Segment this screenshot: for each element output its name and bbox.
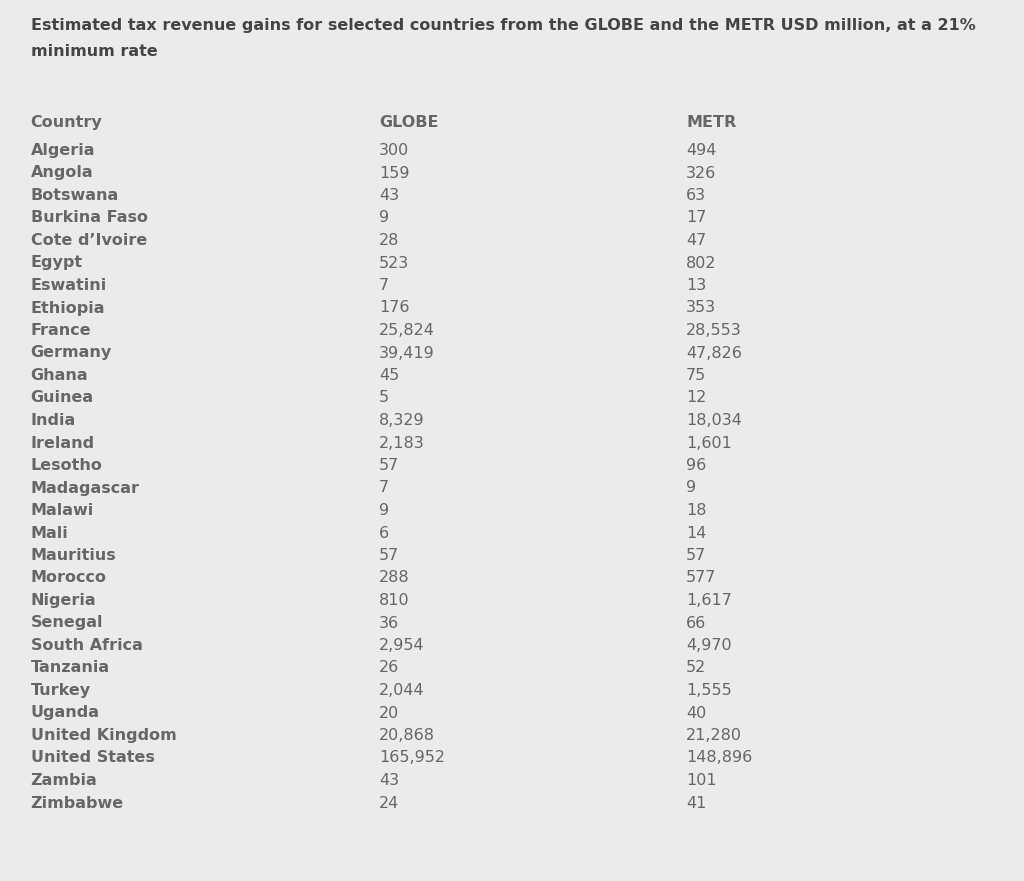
Text: Germany: Germany <box>31 345 112 360</box>
Text: Cote d’Ivoire: Cote d’Ivoire <box>31 233 147 248</box>
Text: 96: 96 <box>686 458 707 473</box>
Text: 57: 57 <box>379 458 399 473</box>
Text: Ghana: Ghana <box>31 368 88 383</box>
Text: Uganda: Uganda <box>31 706 99 721</box>
Text: 12: 12 <box>686 390 707 405</box>
Text: 2,044: 2,044 <box>379 683 425 698</box>
Text: South Africa: South Africa <box>31 638 142 653</box>
Text: 802: 802 <box>686 255 717 270</box>
Text: 20: 20 <box>379 706 399 721</box>
Text: 2,954: 2,954 <box>379 638 425 653</box>
Text: 43: 43 <box>379 188 399 203</box>
Text: 165,952: 165,952 <box>379 751 444 766</box>
Text: 7: 7 <box>379 278 389 293</box>
Text: 28: 28 <box>379 233 399 248</box>
Text: 57: 57 <box>686 548 707 563</box>
Text: 101: 101 <box>686 773 717 788</box>
Text: 40: 40 <box>686 706 707 721</box>
Text: 21,280: 21,280 <box>686 728 742 743</box>
Text: 66: 66 <box>686 616 707 631</box>
Text: Eswatini: Eswatini <box>31 278 106 293</box>
Text: 176: 176 <box>379 300 410 315</box>
Text: 36: 36 <box>379 616 399 631</box>
Text: Senegal: Senegal <box>31 616 103 631</box>
Text: Estimated tax revenue gains for selected countries from the GLOBE and the METR U: Estimated tax revenue gains for selected… <box>31 18 976 33</box>
Text: Algeria: Algeria <box>31 143 95 158</box>
Text: 5: 5 <box>379 390 389 405</box>
Text: 577: 577 <box>686 571 717 586</box>
Text: Botswana: Botswana <box>31 188 119 203</box>
Text: 9: 9 <box>379 211 389 226</box>
Text: Madagascar: Madagascar <box>31 480 139 495</box>
Text: 9: 9 <box>379 503 389 518</box>
Text: 28,553: 28,553 <box>686 323 741 338</box>
Text: 41: 41 <box>686 796 707 811</box>
Text: 7: 7 <box>379 480 389 495</box>
Text: METR: METR <box>686 115 736 130</box>
Text: GLOBE: GLOBE <box>379 115 438 130</box>
Text: 17: 17 <box>686 211 707 226</box>
Text: 810: 810 <box>379 593 410 608</box>
Text: 63: 63 <box>686 188 707 203</box>
Text: Morocco: Morocco <box>31 571 106 586</box>
Text: 18: 18 <box>686 503 707 518</box>
Text: 4,970: 4,970 <box>686 638 732 653</box>
Text: 148,896: 148,896 <box>686 751 753 766</box>
Text: India: India <box>31 413 76 428</box>
Text: 2,183: 2,183 <box>379 435 425 450</box>
Text: 353: 353 <box>686 300 716 315</box>
Text: Zimbabwe: Zimbabwe <box>31 796 124 811</box>
Text: 75: 75 <box>686 368 707 383</box>
Text: Zambia: Zambia <box>31 773 97 788</box>
Text: 159: 159 <box>379 166 410 181</box>
Text: 43: 43 <box>379 773 399 788</box>
Text: 1,617: 1,617 <box>686 593 732 608</box>
Text: Country: Country <box>31 115 102 130</box>
Text: Tanzania: Tanzania <box>31 661 110 676</box>
Text: 8,329: 8,329 <box>379 413 425 428</box>
Text: United States: United States <box>31 751 155 766</box>
Text: Egypt: Egypt <box>31 255 83 270</box>
Text: 47: 47 <box>686 233 707 248</box>
Text: 47,826: 47,826 <box>686 345 742 360</box>
Text: Ethiopia: Ethiopia <box>31 300 105 315</box>
Text: Angola: Angola <box>31 166 93 181</box>
Text: 300: 300 <box>379 143 410 158</box>
Text: 1,555: 1,555 <box>686 683 732 698</box>
Text: 26: 26 <box>379 661 399 676</box>
Text: Ireland: Ireland <box>31 435 95 450</box>
Text: Mauritius: Mauritius <box>31 548 117 563</box>
Text: 57: 57 <box>379 548 399 563</box>
Text: 326: 326 <box>686 166 717 181</box>
Text: Mali: Mali <box>31 525 69 541</box>
Text: Malawi: Malawi <box>31 503 94 518</box>
Text: 288: 288 <box>379 571 410 586</box>
Text: France: France <box>31 323 91 338</box>
Text: 494: 494 <box>686 143 717 158</box>
Text: 18,034: 18,034 <box>686 413 742 428</box>
Text: 45: 45 <box>379 368 399 383</box>
Text: Lesotho: Lesotho <box>31 458 102 473</box>
Text: Guinea: Guinea <box>31 390 94 405</box>
Text: 9: 9 <box>686 480 696 495</box>
Text: 6: 6 <box>379 525 389 541</box>
Text: 52: 52 <box>686 661 707 676</box>
Text: 24: 24 <box>379 796 399 811</box>
Text: 39,419: 39,419 <box>379 345 434 360</box>
Text: Turkey: Turkey <box>31 683 91 698</box>
Text: United Kingdom: United Kingdom <box>31 728 176 743</box>
Text: 20,868: 20,868 <box>379 728 435 743</box>
Text: 1,601: 1,601 <box>686 435 732 450</box>
Text: 13: 13 <box>686 278 707 293</box>
Text: 523: 523 <box>379 255 410 270</box>
Text: Burkina Faso: Burkina Faso <box>31 211 147 226</box>
Text: minimum rate: minimum rate <box>31 44 158 59</box>
Text: 14: 14 <box>686 525 707 541</box>
Text: 25,824: 25,824 <box>379 323 435 338</box>
Text: Nigeria: Nigeria <box>31 593 96 608</box>
